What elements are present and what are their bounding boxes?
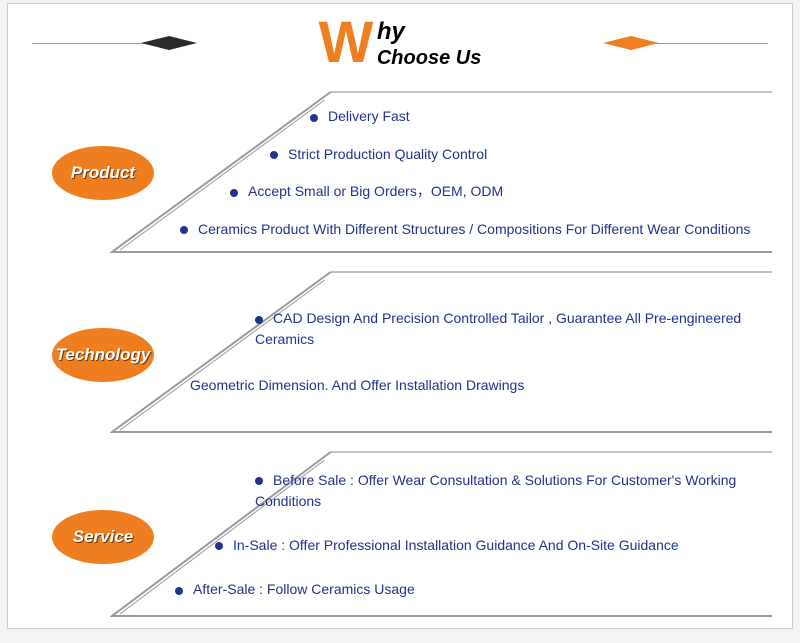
list-item: In-Sale : Offer Professional Installatio… xyxy=(165,535,766,556)
bullet-icon xyxy=(270,151,278,159)
bullet-icon xyxy=(180,226,188,234)
badge-service: Service xyxy=(52,510,154,564)
item-text: Strict Production Quality Control xyxy=(288,146,487,162)
bullet-icon xyxy=(310,114,318,122)
badge-technology: Technology xyxy=(52,328,154,382)
title-hy: hy xyxy=(377,20,481,44)
section-service: Service Before Sale : Offer Wear Consult… xyxy=(20,450,780,618)
list-item: CAD Design And Precision Controlled Tail… xyxy=(165,308,766,350)
title: W hy Choose Us xyxy=(319,14,482,72)
item-text: In-Sale : Offer Professional Installatio… xyxy=(233,537,679,553)
service-items: Before Sale : Offer Wear Consultation & … xyxy=(165,458,766,612)
bullet-icon xyxy=(255,477,263,485)
badge-label: Product xyxy=(71,163,135,183)
list-item: Ceramics Product With Different Structur… xyxy=(165,219,766,240)
list-item: Delivery Fast xyxy=(165,106,766,127)
item-text: Delivery Fast xyxy=(328,108,410,124)
list-item-continuation: Geometric Dimension. And Offer Installat… xyxy=(165,375,766,396)
item-text: Accept Small or Big Orders，OEM, ODM xyxy=(248,183,503,199)
item-text: Before Sale : Offer Wear Consultation & … xyxy=(255,472,736,509)
product-items: Delivery Fast Strict Production Quality … xyxy=(165,98,766,248)
section-product: Product Delivery Fast Strict Production … xyxy=(20,90,780,254)
badge-label: Technology xyxy=(56,345,151,365)
bullet-icon xyxy=(175,587,183,595)
list-item: Accept Small or Big Orders，OEM, ODM xyxy=(165,181,766,202)
diamond-icon xyxy=(141,36,197,50)
section-technology: Technology CAD Design And Precision Cont… xyxy=(20,270,780,434)
list-item: Before Sale : Offer Wear Consultation & … xyxy=(165,470,766,512)
item-text: After-Sale : Follow Ceramics Usage xyxy=(193,581,415,597)
bullet-icon xyxy=(230,189,238,197)
item-text: CAD Design And Precision Controlled Tail… xyxy=(255,310,741,347)
title-big-letter: W xyxy=(319,14,371,72)
list-item: After-Sale : Follow Ceramics Usage xyxy=(165,579,766,600)
infographic-container: W hy Choose Us Product Delivery Fast Str… xyxy=(7,3,793,629)
item-text: Ceramics Product With Different Structur… xyxy=(198,221,750,237)
bullet-icon xyxy=(215,542,223,550)
badge-label: Service xyxy=(73,527,134,547)
header: W hy Choose Us xyxy=(20,12,780,74)
badge-product: Product xyxy=(52,146,154,200)
bullet-icon xyxy=(255,316,263,324)
title-rest: hy Choose Us xyxy=(377,20,481,68)
list-item: Strict Production Quality Control xyxy=(165,144,766,165)
item-text: Geometric Dimension. And Offer Installat… xyxy=(190,377,524,393)
header-line-right xyxy=(623,43,768,44)
technology-items: CAD Design And Precision Controlled Tail… xyxy=(165,296,766,408)
title-choose: Choose Us xyxy=(377,48,481,68)
